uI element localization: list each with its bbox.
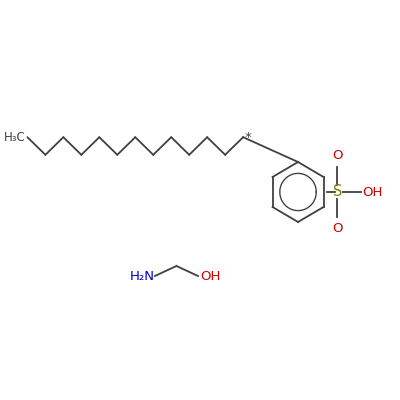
Text: OH: OH <box>363 186 383 198</box>
Text: O: O <box>332 149 342 162</box>
Text: S: S <box>332 184 342 200</box>
Text: OH: OH <box>200 270 220 282</box>
Text: *: * <box>244 131 251 144</box>
Text: H₂N: H₂N <box>130 270 155 282</box>
Text: O: O <box>332 222 342 235</box>
Text: H₃C: H₃C <box>4 131 26 144</box>
